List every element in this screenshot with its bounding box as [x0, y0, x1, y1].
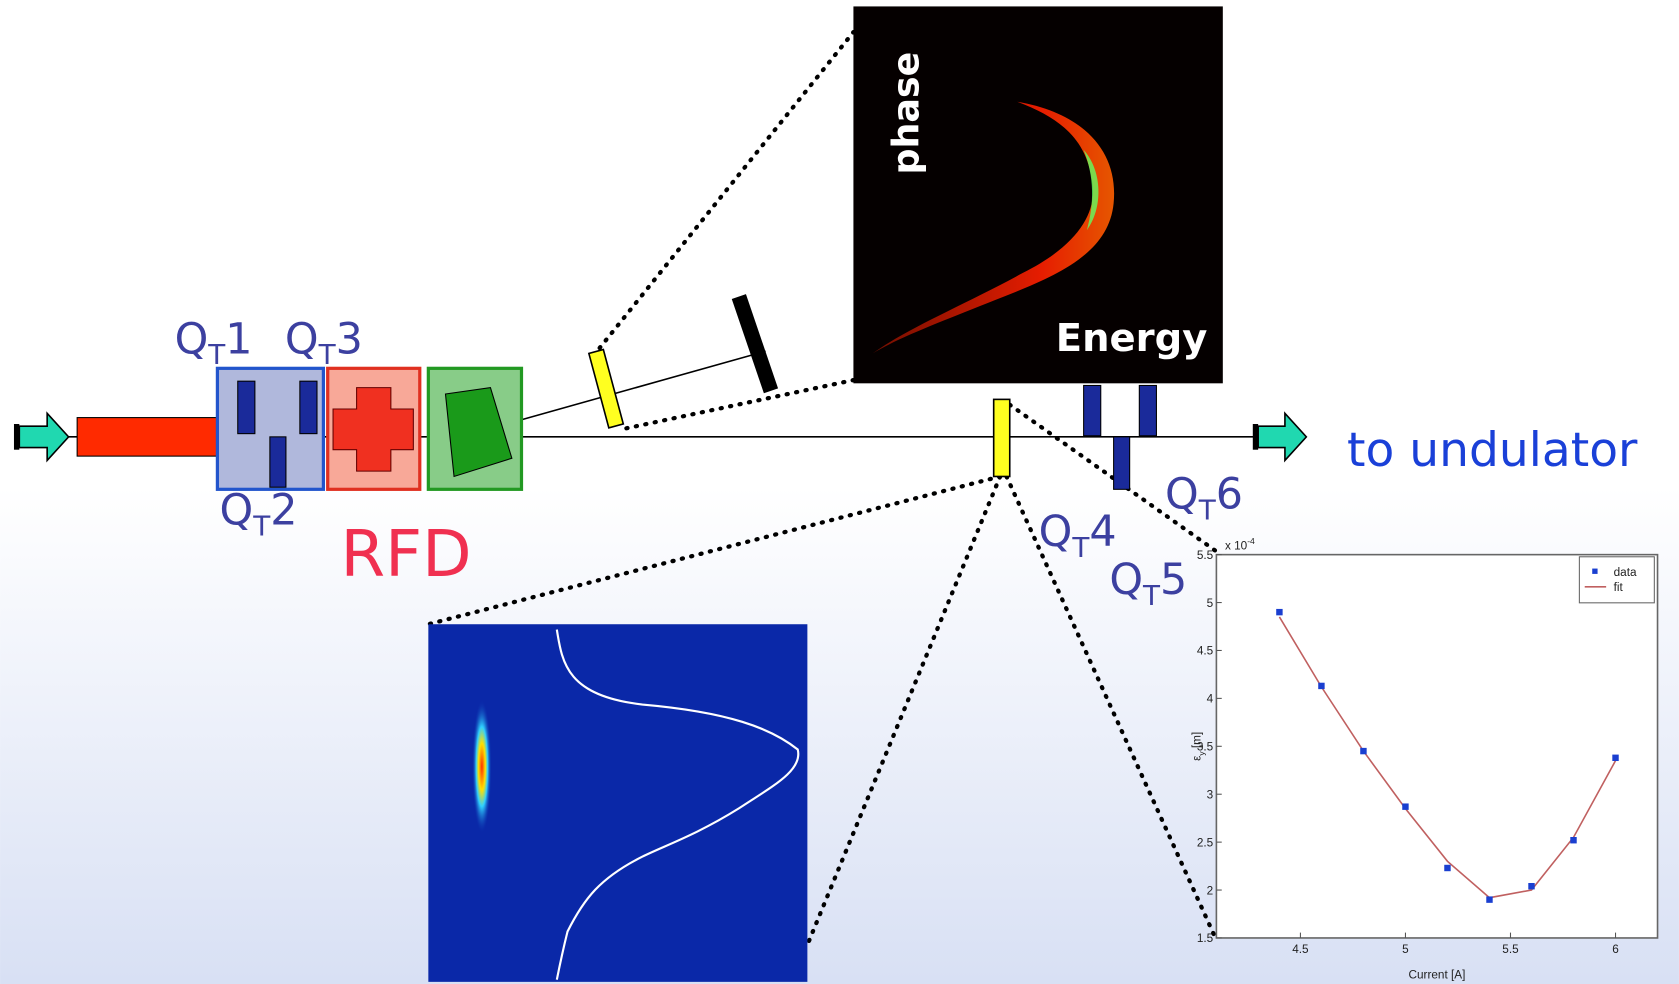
data-point: [1570, 837, 1576, 843]
beam-dump: [739, 297, 771, 391]
y-axis-label-part: y: [1197, 751, 1207, 756]
data-point: [1486, 896, 1492, 902]
screen: [589, 350, 623, 428]
dispersed-beamline: [521, 351, 765, 420]
quad-label: QT3: [285, 314, 363, 371]
y-tick-label: 5.5: [1197, 549, 1214, 562]
quad-label: QT6: [1165, 470, 1243, 527]
multiplier-exponent: -4: [1247, 536, 1255, 546]
y-tick-label: 3: [1207, 788, 1214, 801]
destination-label: to undulator: [1347, 423, 1638, 478]
axis-label: phase: [885, 52, 928, 175]
quadrupole: [238, 381, 255, 433]
x-tick-label: 5.5: [1502, 943, 1519, 956]
data-point: [1528, 883, 1534, 889]
legend-marker: [1592, 569, 1597, 574]
x-axis-label: Current [A]: [1409, 969, 1466, 982]
y-tick-label: 4.5: [1197, 645, 1214, 658]
page: { "quad_labels": [ {"letter": "Q", "subs…: [0, 0, 1679, 984]
data-point: [1444, 865, 1450, 871]
diagram: to undulator QT1 QT2 QT3 QT4 QT5 QT6 RFD…: [0, 0, 1679, 984]
rfd-label: RFD: [341, 517, 472, 592]
beam-profile-image: [428, 624, 807, 982]
data-point: [1612, 755, 1618, 761]
data-point: [1318, 683, 1324, 689]
data-point: [1360, 748, 1366, 754]
quadrupole: [1084, 385, 1101, 435]
quadrupole: [300, 381, 317, 433]
legend-box: [1579, 557, 1654, 603]
legend-label: data: [1614, 566, 1637, 579]
output-arrow: [1253, 413, 1307, 460]
quadrupole: [1139, 385, 1156, 435]
quadrupole: [1114, 437, 1130, 489]
x-tick-label: 4.5: [1292, 943, 1309, 956]
quadrupole: [270, 437, 286, 487]
data-point: [1276, 609, 1282, 615]
quad-label: QT1: [175, 314, 253, 371]
y-tick-label: 5: [1207, 597, 1214, 610]
x-tick-label: 6: [1612, 943, 1619, 956]
screen: [994, 399, 1010, 476]
y-tick-label: 1.5: [1197, 932, 1214, 945]
x-tick-label: 5: [1402, 943, 1409, 956]
legend-label: fit: [1614, 581, 1624, 594]
axis-label: Energy: [1056, 316, 1208, 361]
phase-space-image: phase Energy: [853, 6, 1222, 383]
y-tick-label: 2.5: [1197, 836, 1214, 849]
linac: [77, 418, 227, 457]
data-point: [1402, 803, 1408, 809]
y-tick-label: 4: [1207, 693, 1214, 706]
y-axis-label-part: ε: [1190, 755, 1203, 761]
y-tick-label: 2: [1207, 884, 1214, 897]
y-axis-label-part: [m]: [1190, 732, 1203, 748]
multiplier-base: x 10: [1225, 539, 1248, 552]
input-arrow: [14, 413, 69, 460]
